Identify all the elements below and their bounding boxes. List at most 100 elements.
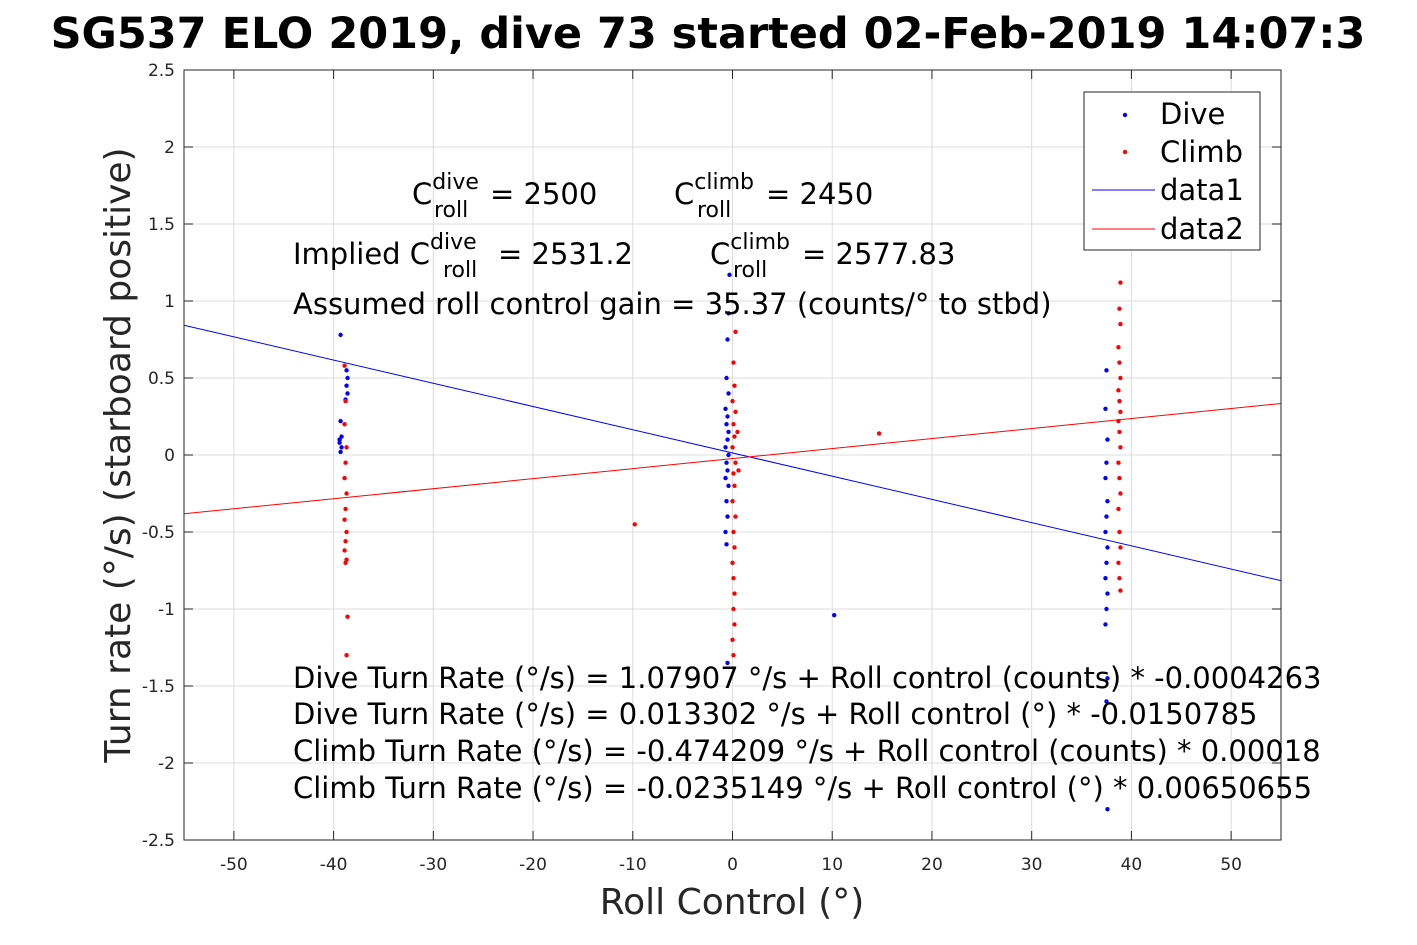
climb-point (1116, 560, 1121, 565)
implied-climb-value: = 2577.83 (802, 237, 955, 271)
climb-point (1118, 409, 1123, 415)
climb-point (1116, 506, 1121, 512)
x-tick-label: -10 (619, 855, 647, 875)
climb-point (1118, 321, 1123, 327)
y-axis-label: Turn rate (°/s) (starboard positive) (98, 147, 139, 763)
dive-point (723, 445, 728, 450)
dive-point (1105, 676, 1110, 681)
dive-point (1104, 368, 1109, 373)
climb-point (732, 591, 737, 596)
climb-point (736, 468, 741, 473)
climb-point (731, 653, 736, 658)
climb-point (1118, 280, 1123, 285)
y-tick-label: -1.5 (142, 677, 175, 697)
dive-point (725, 468, 730, 473)
climb-point (733, 460, 738, 465)
x-axis-label: Roll Control (°) (600, 882, 865, 923)
climb-point (1117, 576, 1122, 581)
dive-point (1105, 499, 1110, 504)
dive-point (726, 311, 731, 316)
climb-point (731, 606, 736, 612)
data-points (337, 272, 1123, 812)
dive-point (724, 499, 729, 504)
dive-point (338, 332, 343, 338)
dive-point (727, 272, 732, 278)
climb-point (1117, 360, 1122, 365)
climb-point (733, 409, 738, 415)
climb-point (1117, 529, 1122, 535)
dive-point (725, 337, 730, 342)
implied-climb-label: Cclimb (710, 230, 790, 271)
dive-point (726, 391, 731, 396)
climb-point (730, 445, 735, 450)
climb-point (342, 475, 347, 481)
dive-point (724, 422, 729, 427)
x-tick-label: 30 (1021, 855, 1043, 875)
x-tick-label: -40 (320, 855, 348, 875)
dive-point (345, 391, 350, 396)
legend-box (1083, 91, 1261, 251)
roll-gain-annotation: Assumed roll control gain = 35.37 (count… (293, 287, 1052, 321)
y-tick-label: 2 (164, 138, 175, 158)
climb-point (735, 429, 740, 435)
climb-point (730, 560, 735, 565)
legend-climb-marker (1122, 149, 1128, 155)
dive-point (725, 414, 730, 419)
c-roll-dive-value: = 2500 (490, 177, 597, 211)
climb-point (1116, 460, 1121, 465)
y-tick-label: 2.5 (148, 61, 175, 81)
dive-point (1103, 475, 1108, 481)
dive-point (338, 418, 343, 424)
c-roll-climb-value: = 2450 (766, 177, 873, 211)
c-roll-climb-label: Cclimb (674, 170, 754, 211)
x-tick-label: -50 (220, 855, 248, 875)
climb-point (732, 434, 737, 439)
y-tick-label: -0.5 (142, 523, 175, 543)
dive-point (339, 434, 344, 439)
dive-point (1104, 460, 1109, 465)
climb-point (344, 445, 349, 450)
climb-point (732, 383, 737, 388)
climb-point (1118, 588, 1123, 593)
x-tick-label: 50 (1220, 855, 1242, 875)
axis-ticks: -50 -40 -30 -20 -10 0 10 20 30 40 50 2.5 2 1.5 1 0.5 0 -0… (142, 61, 1281, 875)
fit-line-data1 (183, 324, 1282, 582)
y-tick-label: -2 (158, 754, 175, 774)
x-tick-label: 10 (821, 855, 843, 875)
climb-point (1117, 429, 1122, 435)
climb-point (343, 460, 348, 465)
dive-point (723, 475, 728, 481)
climb-point (632, 522, 637, 527)
climb-point (344, 529, 349, 535)
climb-point (343, 560, 348, 565)
climb-point (342, 517, 347, 522)
equation-dive-counts: Dive Turn Rate (°/s) = 1.07907 °/s + Rol… (293, 661, 1321, 695)
y-tick-label: -1 (158, 600, 175, 620)
climb-point (733, 329, 738, 334)
climb-point (343, 506, 348, 512)
climb-point (1117, 475, 1122, 481)
climb-point (730, 398, 735, 404)
y-tick-label: 0 (164, 446, 175, 466)
fit-line-data2 (183, 403, 1282, 515)
equation-climb-degrees: Climb Turn Rate (°/s) = -0.0235149 °/s +… (293, 771, 1312, 805)
climb-point (1118, 445, 1123, 450)
dive-point (1103, 406, 1108, 411)
y-tick-label: -2.5 (142, 831, 175, 851)
climb-point (342, 548, 347, 553)
implied-dive-sub: roll (443, 258, 477, 283)
climb-point (876, 431, 882, 436)
dive-point (726, 483, 731, 488)
dive-point (1105, 807, 1110, 812)
dive-point (723, 406, 728, 411)
climb-point (343, 539, 348, 544)
climb-point (1116, 418, 1121, 424)
climb-point (731, 576, 736, 581)
dive-point (1104, 606, 1109, 612)
dive-point (726, 429, 731, 435)
climb-point (730, 499, 735, 504)
climb-point (731, 360, 736, 365)
x-tick-label: 0 (727, 855, 738, 875)
implied-dive-value: = 2531.2 (498, 237, 633, 271)
